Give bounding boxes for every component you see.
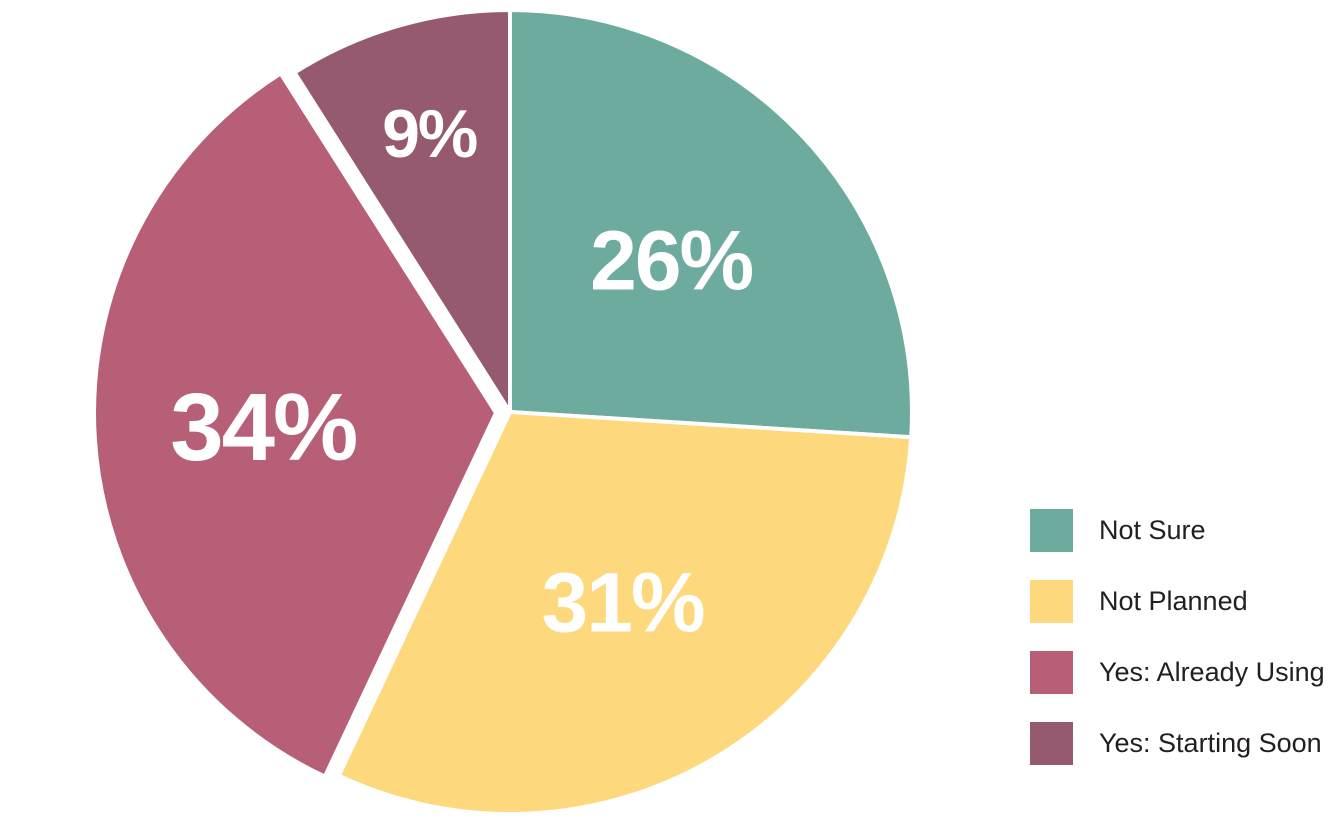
pie-slice-not-planned bbox=[336, 410, 914, 816]
legend: Not Sure Not Planned Yes: Already Using … bbox=[1030, 508, 1331, 792]
pie-slice-yes-already-using bbox=[92, 71, 499, 779]
legend-item-yes-starting-soon: Yes: Starting Soon bbox=[1030, 721, 1331, 765]
pie-slices bbox=[92, 8, 914, 816]
slice-label-yes-starting-soon: 9% bbox=[382, 96, 477, 172]
legend-swatch-yes-already-using bbox=[1030, 650, 1073, 694]
legend-item-not-sure: Not Sure bbox=[1030, 508, 1331, 552]
legend-label-yes-starting-soon: Yes: Starting Soon bbox=[1099, 727, 1322, 758]
legend-swatch-not-planned bbox=[1030, 579, 1073, 623]
slice-label-not-planned: 31% bbox=[541, 555, 703, 649]
slice-label-not-sure: 26% bbox=[590, 214, 752, 308]
legend-swatch-not-sure bbox=[1030, 508, 1073, 552]
slice-label-yes-already-using: 34% bbox=[170, 374, 356, 481]
legend-swatch-yes-starting-soon bbox=[1030, 721, 1073, 765]
legend-label-yes-already-using: Yes: Already Using bbox=[1099, 656, 1325, 687]
legend-item-not-planned: Not Planned bbox=[1030, 579, 1331, 623]
legend-label-not-sure: Not Sure bbox=[1099, 514, 1206, 545]
legend-label-not-planned: Not Planned bbox=[1099, 585, 1248, 616]
pie-slice-yes-starting-soon bbox=[292, 8, 512, 414]
pie-slice-labels: 26% 31% 34% 9% bbox=[170, 96, 754, 649]
pie-slice-not-sure bbox=[508, 8, 914, 440]
legend-item-yes-already-using: Yes: Already Using bbox=[1030, 650, 1331, 694]
